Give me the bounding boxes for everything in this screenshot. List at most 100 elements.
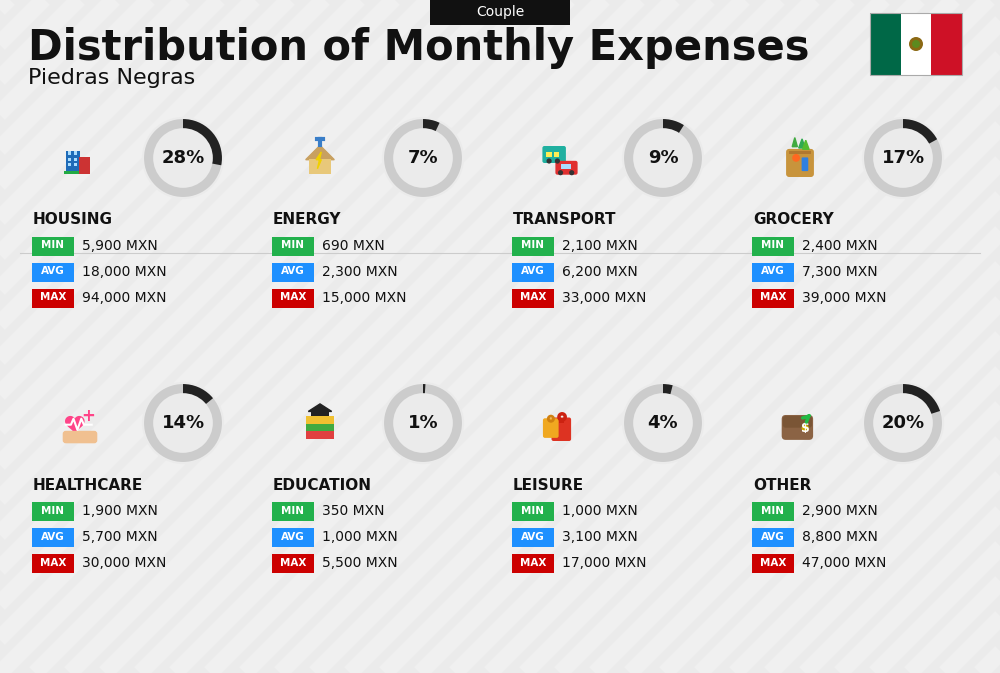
FancyBboxPatch shape <box>272 289 314 308</box>
Wedge shape <box>863 118 943 198</box>
Circle shape <box>634 394 692 452</box>
FancyBboxPatch shape <box>272 553 314 573</box>
Text: AVG: AVG <box>281 267 305 277</box>
Wedge shape <box>383 383 463 463</box>
Circle shape <box>394 394 452 452</box>
FancyBboxPatch shape <box>752 289 794 308</box>
Text: AVG: AVG <box>761 267 785 277</box>
Text: MIN: MIN <box>282 505 304 516</box>
Text: 30,000 MXN: 30,000 MXN <box>82 556 166 570</box>
Circle shape <box>558 170 563 175</box>
FancyBboxPatch shape <box>543 419 559 438</box>
Text: 17%: 17% <box>881 149 925 167</box>
FancyBboxPatch shape <box>559 419 564 423</box>
Text: 350 MXN: 350 MXN <box>322 504 384 518</box>
Text: 33,000 MXN: 33,000 MXN <box>562 291 646 305</box>
FancyBboxPatch shape <box>555 161 578 175</box>
Circle shape <box>154 129 212 187</box>
Polygon shape <box>316 152 321 169</box>
FancyBboxPatch shape <box>66 151 80 174</box>
Text: LEISURE: LEISURE <box>513 478 584 493</box>
Text: 47,000 MXN: 47,000 MXN <box>802 556 886 570</box>
Circle shape <box>874 394 932 452</box>
Text: MIN: MIN <box>522 505 544 516</box>
Circle shape <box>912 40 920 48</box>
Text: AVG: AVG <box>41 532 65 542</box>
FancyBboxPatch shape <box>74 163 77 166</box>
FancyBboxPatch shape <box>931 13 962 75</box>
FancyBboxPatch shape <box>32 289 74 308</box>
Text: HEALTHCARE: HEALTHCARE <box>33 478 143 493</box>
FancyBboxPatch shape <box>870 13 901 75</box>
FancyBboxPatch shape <box>309 159 331 174</box>
Text: AVG: AVG <box>281 532 305 542</box>
Circle shape <box>394 129 452 187</box>
Text: +: + <box>81 406 95 425</box>
FancyBboxPatch shape <box>32 262 74 281</box>
Wedge shape <box>423 383 426 394</box>
Text: OTHER: OTHER <box>753 478 811 493</box>
FancyBboxPatch shape <box>68 151 71 155</box>
Text: Distribution of Monthly Expenses: Distribution of Monthly Expenses <box>28 27 810 69</box>
Text: MAX: MAX <box>760 557 786 567</box>
FancyBboxPatch shape <box>68 163 71 166</box>
Text: AVG: AVG <box>761 532 785 542</box>
Text: HOUSING: HOUSING <box>33 213 113 227</box>
Wedge shape <box>183 118 223 166</box>
Text: MIN: MIN <box>42 240 64 250</box>
Circle shape <box>909 37 923 51</box>
Text: 1%: 1% <box>408 414 438 432</box>
Text: 7%: 7% <box>408 149 438 167</box>
Text: 5,700 MXN: 5,700 MXN <box>82 530 158 544</box>
FancyBboxPatch shape <box>512 236 554 256</box>
Text: AVG: AVG <box>521 267 545 277</box>
FancyBboxPatch shape <box>64 171 79 174</box>
FancyBboxPatch shape <box>752 262 794 281</box>
FancyBboxPatch shape <box>561 164 571 170</box>
Text: MAX: MAX <box>40 293 66 302</box>
Text: AVG: AVG <box>41 267 65 277</box>
Text: 94,000 MXN: 94,000 MXN <box>82 291 166 305</box>
Text: 2,300 MXN: 2,300 MXN <box>322 265 398 279</box>
FancyBboxPatch shape <box>554 152 559 157</box>
Wedge shape <box>663 383 673 395</box>
Circle shape <box>634 129 692 187</box>
FancyBboxPatch shape <box>512 553 554 573</box>
FancyBboxPatch shape <box>542 146 566 163</box>
Text: 2,400 MXN: 2,400 MXN <box>802 239 878 253</box>
Wedge shape <box>143 383 223 463</box>
Circle shape <box>555 158 560 164</box>
FancyBboxPatch shape <box>272 262 314 281</box>
Text: 5,900 MXN: 5,900 MXN <box>82 239 158 253</box>
Text: 20%: 20% <box>881 414 925 432</box>
FancyBboxPatch shape <box>512 501 554 520</box>
FancyBboxPatch shape <box>32 501 74 520</box>
Polygon shape <box>803 140 809 149</box>
FancyBboxPatch shape <box>68 158 71 161</box>
Text: 690 MXN: 690 MXN <box>322 239 385 253</box>
Text: $: $ <box>801 421 810 435</box>
Polygon shape <box>306 145 334 160</box>
Text: AVG: AVG <box>521 532 545 542</box>
FancyBboxPatch shape <box>546 152 552 157</box>
Text: TRANSPORT: TRANSPORT <box>513 213 616 227</box>
Wedge shape <box>903 118 938 144</box>
Text: MAX: MAX <box>760 293 786 302</box>
FancyBboxPatch shape <box>63 431 97 444</box>
Text: 15,000 MXN: 15,000 MXN <box>322 291 406 305</box>
FancyBboxPatch shape <box>901 13 931 75</box>
Circle shape <box>792 154 800 162</box>
FancyBboxPatch shape <box>783 416 812 428</box>
FancyBboxPatch shape <box>32 528 74 546</box>
Wedge shape <box>903 383 941 414</box>
FancyBboxPatch shape <box>512 528 554 546</box>
Text: 9%: 9% <box>648 149 678 167</box>
Circle shape <box>802 425 809 431</box>
Text: MAX: MAX <box>280 293 306 302</box>
Text: MIN: MIN <box>42 505 64 516</box>
Text: MAX: MAX <box>520 557 546 567</box>
FancyBboxPatch shape <box>789 151 811 153</box>
FancyBboxPatch shape <box>752 528 794 546</box>
Text: 8,800 MXN: 8,800 MXN <box>802 530 878 544</box>
Text: 1,900 MXN: 1,900 MXN <box>82 504 158 518</box>
